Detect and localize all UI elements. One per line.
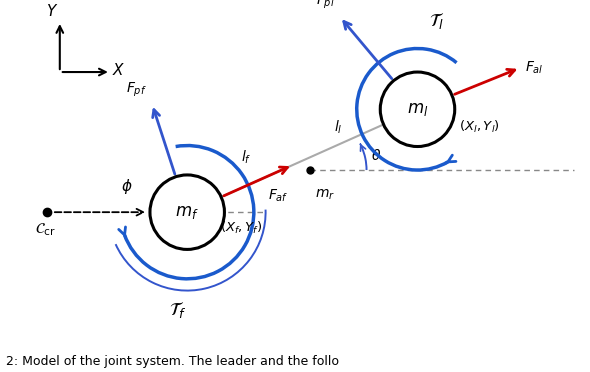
- Text: 2: Model of the joint system. The leader and the follo: 2: Model of the joint system. The leader…: [6, 355, 339, 368]
- Text: $\theta$: $\theta$: [372, 148, 382, 163]
- Text: $F_{pf}$: $F_{pf}$: [126, 81, 147, 99]
- Text: $\mathcal{T}_f$: $\mathcal{T}_f$: [169, 300, 186, 320]
- Text: $\phi$: $\phi$: [120, 177, 132, 196]
- Text: $F_{pl}$: $F_{pl}$: [316, 0, 335, 11]
- Text: $m_l$: $m_l$: [407, 100, 428, 118]
- Text: $F_{al}$: $F_{al}$: [525, 60, 543, 76]
- Text: $\mathcal{C}_{\rm cr}$: $\mathcal{C}_{\rm cr}$: [35, 222, 55, 238]
- Text: $\mathcal{T}_l$: $\mathcal{T}_l$: [430, 11, 444, 31]
- Text: $l_l$: $l_l$: [334, 119, 343, 136]
- Text: $(X_l, Y_l)$: $(X_l, Y_l)$: [458, 119, 500, 135]
- Text: $Y$: $Y$: [46, 3, 58, 19]
- Text: $(X_f, Y_f)$: $(X_f, Y_f)$: [219, 220, 262, 236]
- Text: $m_r$: $m_r$: [314, 188, 335, 202]
- Circle shape: [150, 175, 224, 249]
- Circle shape: [381, 72, 455, 147]
- Text: $m_f$: $m_f$: [175, 203, 199, 221]
- Text: $F_{af}$: $F_{af}$: [268, 187, 289, 204]
- Text: $l_f$: $l_f$: [241, 149, 251, 166]
- Text: $X$: $X$: [112, 62, 125, 78]
